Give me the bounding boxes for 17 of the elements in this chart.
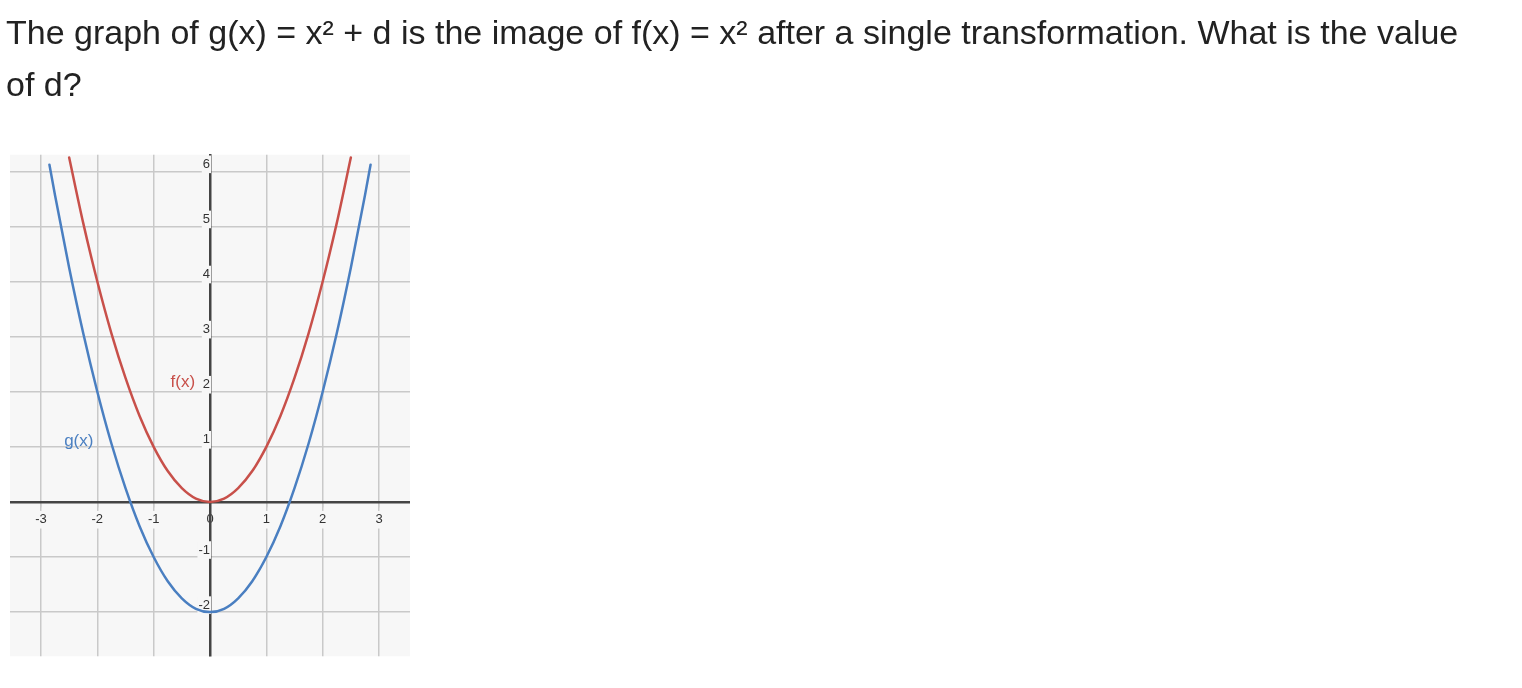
text: The graph of g(x) = x² + d is the image of f(x) = x² after a single transformation. What is the value of d? — [6, 12, 1460, 105]
y-tick-label: 3 — [202, 321, 210, 337]
y-tick-label: 4 — [202, 266, 210, 282]
y-tick-label: -1 — [198, 541, 210, 557]
text: f(x) — [170, 371, 196, 391]
y-tick-label: 5 — [202, 211, 210, 227]
y-tick-label: 2 — [202, 376, 210, 392]
x-tick-label: -1 — [147, 511, 160, 527]
x-tick-label: -2 — [91, 511, 104, 527]
x-tick-label: 1 — [262, 511, 270, 527]
y-tick-label: -2 — [198, 596, 210, 612]
series-label: g(x) — [64, 431, 94, 451]
x-tick-label: 2 — [319, 511, 327, 527]
x-tick-label: 3 — [375, 511, 383, 527]
y-tick-label: 1 — [202, 431, 210, 447]
x-tick-label: -3 — [35, 511, 47, 527]
y-tick-label: 6 — [202, 155, 210, 171]
